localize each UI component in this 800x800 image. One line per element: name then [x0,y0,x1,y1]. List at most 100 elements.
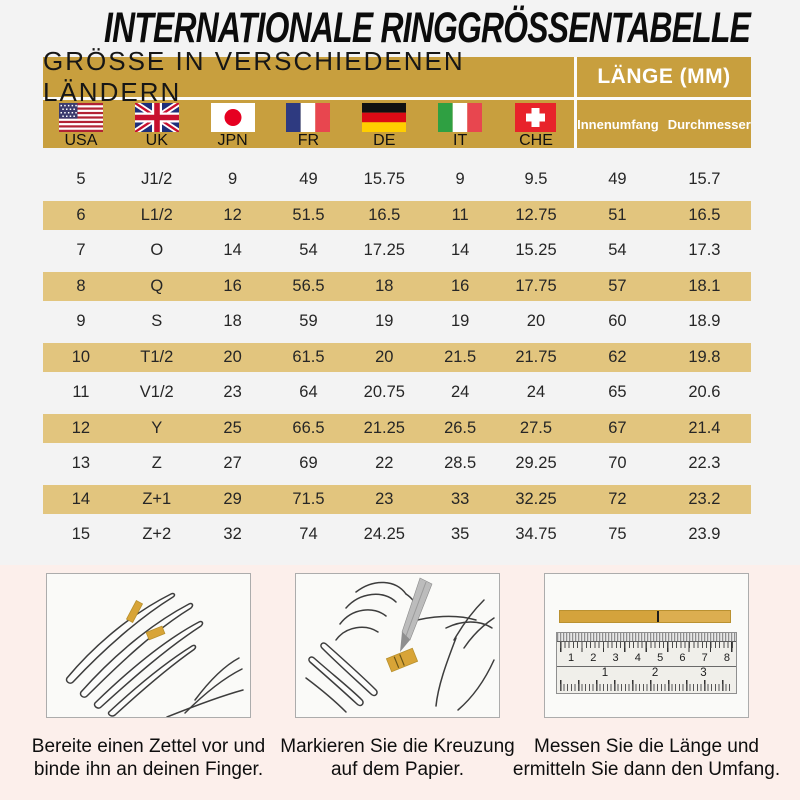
italy-flag-icon [438,103,483,132]
germany-flag-icon [362,103,407,132]
table-cell: 28.5 [444,454,477,473]
table-cell: V1/2 [139,383,174,402]
instructions-row: Bereite einen Zettel vor und binde ihn a… [0,565,800,781]
table-cell: 15.25 [515,241,557,260]
table-cell: 49 [299,170,318,189]
instructions-section: Bereite einen Zettel vor und binde ihn a… [0,565,800,800]
ruler-numbers-top: 1 2 3 4 5 6 7 8 [568,652,730,664]
table-cell: Z [151,454,162,473]
table-cell: 59 [299,312,318,331]
table-cell: 18 [375,276,394,295]
table-cell: 24.25 [363,525,405,544]
usa-flag-icon [58,103,103,132]
country-column-de: DE [346,100,422,149]
marking-pen-illustration [295,573,500,718]
table-cell: 24 [450,383,470,402]
table-cell: 18.1 [688,276,721,295]
table-cell: 14 [450,241,470,260]
table-row: 7 O 14 54 17.25 14 15.25 54 17.3 [43,233,751,269]
table-cell: 71.5 [292,489,325,508]
length-subheaders: Innenumfang Durchmesser [573,100,751,148]
table-cell: 17.75 [515,276,557,295]
table-row: 6 L1/2 12 51.5 16.5 11 12.75 51 16.5 [43,197,751,233]
table-cell: 19.8 [688,347,721,366]
table-cell: 75 [608,525,627,544]
country-code: IT [453,132,468,149]
ruler-number: 5 [657,652,664,664]
table-cell: T1/2 [140,347,174,366]
paper-strip-graphic [559,610,731,623]
table-cell: 22 [375,454,394,473]
table-cell: 17.3 [688,241,721,260]
table-row: 13 Z 27 69 22 28.5 29.25 70 22.3 [43,446,751,482]
table-cell: 32 [223,525,242,544]
table-cell: 21.4 [688,418,721,437]
country-code: FR [297,132,320,149]
header-countries: GRÖSSE IN VERSCHIEDENEN LÄNDERN [43,46,465,107]
ruler-number: 6 [679,652,686,664]
table-cell: 11 [451,205,469,224]
header-length-mm: LÄNGE (MM) [574,57,751,97]
table-cell: 66.5 [292,418,325,437]
table-cell: 21.75 [515,347,557,366]
table-cell: 20 [223,347,242,366]
country-column-usa: USA [43,100,119,149]
ruler-inch-minor-ticks [560,684,733,691]
table-cell: 29 [223,489,242,508]
table-cell: 69 [299,454,318,473]
table-cell: 70 [608,454,627,473]
table-cell: 23.2 [688,489,721,508]
flag-header-row: USA UK [43,100,751,149]
table-cell: O [150,241,164,260]
table-cell: J1/2 [141,170,173,189]
inner-circumference-header: Innenumfang [577,116,659,132]
table-cell: 33 [450,489,470,508]
table-cell: 15 [71,525,91,544]
instruction-caption: Messen Sie die Länge und ermitteln Sie d… [512,736,781,780]
table-cell: 16 [223,276,242,295]
table-cell: 9 [228,170,238,189]
uk-flag-icon [134,103,179,132]
table-cell: 34.75 [515,525,557,544]
table-rows: 5 J1/2 9 49 15.75 9 9.5 49 15.7 6 L1/2 12 51.5 16.5 11… [43,162,751,553]
table-cell: 57 [608,276,627,295]
ruler-number: 1 [601,667,609,679]
table-cell: L1/2 [140,205,173,224]
table-cell: 26.5 [444,418,477,437]
instruction-caption: Markieren Sie die Kreuzung auf dem Papie… [280,736,515,780]
table-cell: 22.3 [688,454,721,473]
strip-mark [656,611,659,622]
table-cell: 9.5 [524,170,548,189]
table-cell: 15.7 [688,170,721,189]
table-cell: 72 [608,489,627,508]
table-cell: 21.25 [363,418,405,437]
table-cell: 25 [223,418,242,437]
country-code: UK [145,132,168,149]
table-cell: 16 [450,276,470,295]
table-cell: 19 [375,312,394,331]
table-cell: 17.25 [363,241,405,260]
table-cell: 14 [223,241,242,260]
ruler-metal-edge [557,633,736,642]
ring-size-table: GRÖSSE IN VERSCHIEDENEN LÄNDERN LÄNGE (M… [43,46,751,553]
table-cell: 5 [76,170,86,189]
table-cell: 18 [223,312,242,331]
switzerland-flag-icon [515,103,557,132]
table-header-row: GRÖSSE IN VERSCHIEDENEN LÄNDERN LÄNGE (M… [43,46,751,107]
table-cell: 12 [71,418,91,437]
instruction-step-1: Bereite einen Zettel vor und binde ihn a… [24,565,273,781]
table-row: 5 J1/2 9 49 15.75 9 9.5 49 15.7 [43,162,751,198]
table-row: 11 V1/2 23 64 20.75 24 24 65 20.6 [43,375,751,411]
table-cell: 49 [608,170,627,189]
table-cell: 20.6 [688,383,721,402]
table-cell: 51 [608,205,627,224]
table-cell: Z+1 [142,489,172,508]
table-cell: 23.9 [688,525,721,544]
table-cell: 9 [455,170,465,189]
table-cell: 13 [71,454,91,473]
country-column-jpn: JPN [195,100,271,149]
table-cell: 20 [526,312,546,331]
